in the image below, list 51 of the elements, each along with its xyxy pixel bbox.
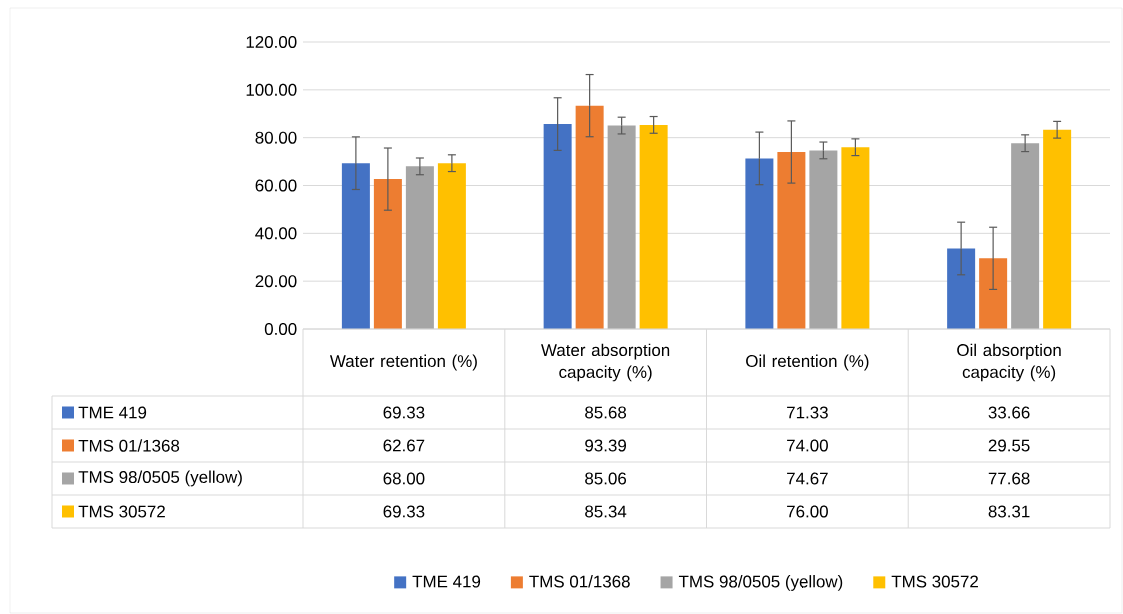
text: TMS 01/1368 xyxy=(529,575,630,588)
bar xyxy=(575,105,604,329)
bar xyxy=(947,248,976,329)
data-label: 74.00 xyxy=(787,439,828,452)
y-tick-label: 20.00 xyxy=(255,275,297,288)
bar xyxy=(1011,143,1040,329)
data-label: 93.39 xyxy=(585,439,626,452)
text: TMS 30572 xyxy=(78,505,165,518)
text: TMS 98/0505 (yellow) xyxy=(678,575,843,591)
bar xyxy=(405,166,434,329)
data-label: 76.00 xyxy=(787,505,828,518)
bar xyxy=(437,163,466,329)
bar xyxy=(841,147,870,329)
y-tick-label: 100.00 xyxy=(246,83,297,96)
bar xyxy=(1043,129,1072,329)
bar xyxy=(543,124,572,329)
x-tick-label: Water retention (%) xyxy=(329,354,477,371)
bar xyxy=(373,179,402,329)
data-label: 68.00 xyxy=(383,472,425,485)
data-label: 71.33 xyxy=(787,406,828,419)
y-tick-label: 40.00 xyxy=(255,227,297,240)
data-label: 85.34 xyxy=(585,505,627,518)
legend-label: TME 419 xyxy=(78,406,147,419)
data-label: 77.68 xyxy=(988,472,1030,485)
data-label: 69.33 xyxy=(383,406,425,419)
bar xyxy=(979,258,1008,329)
data-label: 33.66 xyxy=(988,406,1030,419)
legend-label: TMS 30572 xyxy=(891,575,978,588)
data-label: 85.06 xyxy=(585,472,627,485)
x-tick-label: Oil retention (%) xyxy=(746,354,869,371)
bar xyxy=(809,150,838,329)
bar xyxy=(607,125,636,329)
data-label: 69.33 xyxy=(383,505,425,518)
data-label: 74.67 xyxy=(787,472,828,485)
y-tick-label: 60.00 xyxy=(255,179,297,192)
x-tick-label: Oil absorption capacity (%) xyxy=(957,343,1061,382)
legend-label: TMS 98/0505 (yellow) xyxy=(78,470,242,487)
bar xyxy=(341,163,370,329)
y-tick-label: 120.00 xyxy=(246,36,297,48)
data-label: 29.55 xyxy=(988,439,1030,452)
data-label: 62.67 xyxy=(383,439,425,452)
y-tick-label: 0.00 xyxy=(264,323,297,335)
bar xyxy=(745,158,774,329)
data-label: 85.68 xyxy=(585,406,627,419)
y-tick-label: 80.00 xyxy=(255,131,297,144)
data-label: 83.31 xyxy=(988,505,1030,518)
bar xyxy=(777,152,806,329)
bar xyxy=(639,124,668,329)
x-tick-label: Water absorption capacity (%) xyxy=(541,343,670,382)
legend-label: TMS 01/1368 xyxy=(78,439,180,452)
text: TME 419 xyxy=(412,575,481,588)
